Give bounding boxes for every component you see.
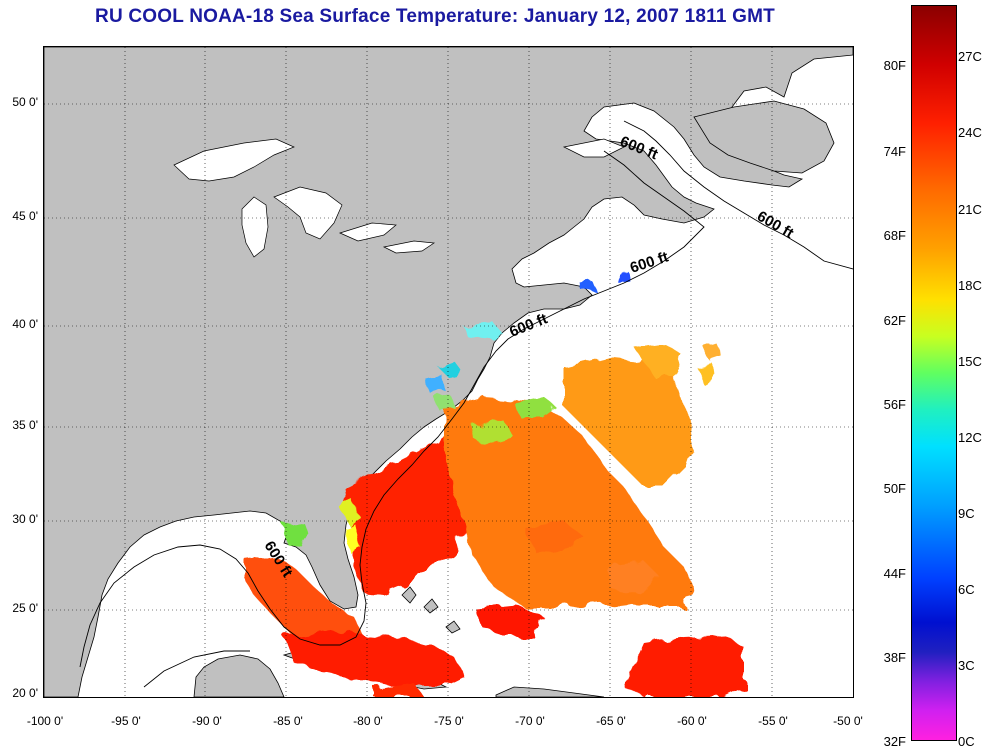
colorbar-f-label: 80F	[883, 58, 906, 73]
contour-label: 600 ft	[628, 249, 671, 277]
great-lakes	[173, 138, 625, 258]
lat-label: 35 0'	[12, 418, 38, 432]
lon-label: -95 0'	[111, 714, 141, 728]
lon-label: -80 0'	[353, 714, 383, 728]
colorbar-f-label: 50F	[883, 481, 906, 496]
land-newfoundland	[693, 100, 835, 174]
colorbar-f-label: 74F	[883, 144, 906, 159]
sst-map: 600 ft 600 ft 600 ft 600 ft 600 ft	[43, 46, 854, 698]
lat-label: 25 0'	[12, 601, 38, 615]
map-title: RU COOL NOAA-18 Sea Surface Temperature:…	[95, 6, 775, 27]
lon-label: -100 0'	[26, 714, 64, 728]
colorbar-c-label: 3C	[958, 658, 975, 673]
lon-label: -85 0'	[273, 714, 303, 728]
lat-label: 20 0'	[12, 686, 38, 700]
lat-label: 40 0'	[12, 317, 38, 331]
colorbar-c-label: 27C	[958, 49, 982, 64]
colorbar-c-label: 21C	[958, 202, 982, 217]
colorbar-c-label: 9C	[958, 506, 975, 521]
lon-label: -70 0'	[515, 714, 545, 728]
colorbar-f-label: 38F	[883, 650, 906, 665]
colorbar-f-label: 44F	[883, 566, 906, 581]
lon-label: -55 0'	[758, 714, 788, 728]
land-yucatan	[193, 654, 285, 697]
lon-label: -65 0'	[596, 714, 626, 728]
colorbar-f-label: 56F	[883, 397, 906, 412]
colorbar-c-label: 0C	[958, 734, 975, 749]
colorbar-c-label: 6C	[958, 582, 975, 597]
lon-label: -60 0'	[677, 714, 707, 728]
lat-label: 45 0'	[12, 209, 38, 223]
colorbar-f-label: 62F	[883, 313, 906, 328]
bathymetry-contour	[79, 120, 853, 688]
colorbar-f-label: 32F	[883, 734, 906, 749]
temperature-colorbar	[911, 5, 957, 741]
colorbar-c-label: 18C	[958, 278, 982, 293]
lon-label: -75 0'	[434, 714, 464, 728]
sst-data	[244, 271, 744, 697]
grid-lines	[44, 47, 853, 697]
lat-label: 30 0'	[12, 512, 38, 526]
contour-label: 600 ft	[754, 208, 796, 242]
lat-label: 50 0'	[12, 95, 38, 109]
lon-label: -90 0'	[192, 714, 222, 728]
map-canvas: 600 ft 600 ft 600 ft 600 ft 600 ft	[44, 47, 853, 697]
colorbar-c-label: 15C	[958, 354, 982, 369]
colorbar-c-label: 12C	[958, 430, 982, 445]
colorbar-c-label: 24C	[958, 125, 982, 140]
colorbar-f-label: 68F	[883, 228, 906, 243]
lon-label: -50 0'	[833, 714, 863, 728]
